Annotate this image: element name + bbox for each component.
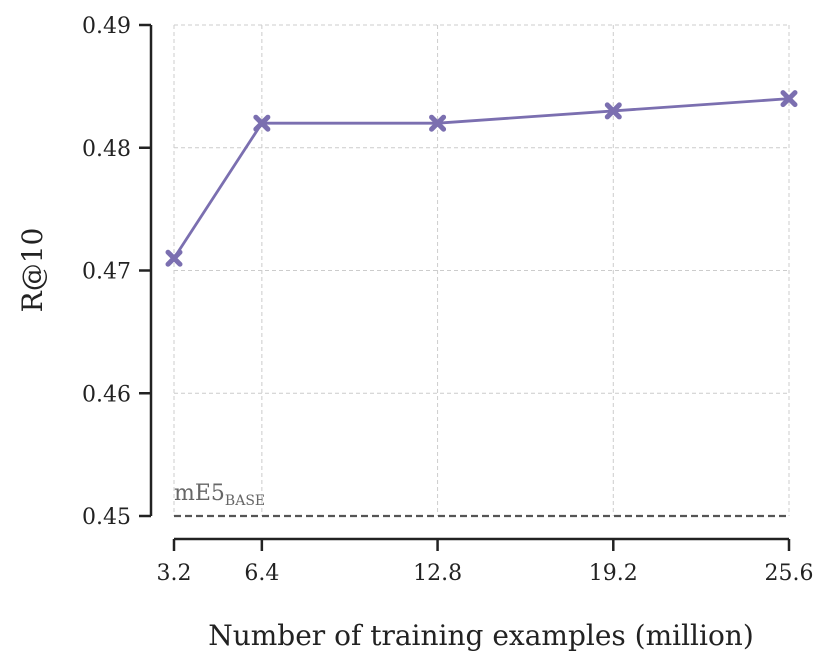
y-tick-label: 0.45 xyxy=(82,505,131,530)
ticks: 0.45 0.46 0.47 0.48 0.49 3.2 6.4 12.8 19.2 25.6 xyxy=(82,14,813,586)
axes xyxy=(149,25,789,541)
x-tick-label: 6.4 xyxy=(244,561,279,586)
data-point-marker xyxy=(604,102,622,120)
x-tick-label: 25.6 xyxy=(765,561,814,586)
data-point-marker xyxy=(780,90,798,108)
baseline-label: mE5BASE xyxy=(174,481,265,509)
y-tick-label: 0.48 xyxy=(82,137,131,162)
grid-lines xyxy=(173,24,790,516)
data-point-marker xyxy=(165,249,183,267)
series-line xyxy=(172,97,790,259)
x-tick-label: 12.8 xyxy=(413,561,462,586)
data-point-marker xyxy=(429,114,447,132)
data-point-marker xyxy=(253,114,271,132)
x-tick-label: 3.2 xyxy=(157,561,192,586)
x-tick-label: 19.2 xyxy=(589,561,638,586)
x-axis-title: Number of training examples (million) xyxy=(208,619,754,652)
series-group xyxy=(165,90,798,267)
y-tick-label: 0.46 xyxy=(82,382,131,407)
baseline-label-main: mE5 xyxy=(174,481,225,506)
y-axis-title: R@10 xyxy=(16,228,49,313)
y-tick-label: 0.47 xyxy=(82,260,131,285)
y-tick-label: 0.49 xyxy=(82,14,131,39)
baseline-label-subscript: BASE xyxy=(225,493,265,509)
